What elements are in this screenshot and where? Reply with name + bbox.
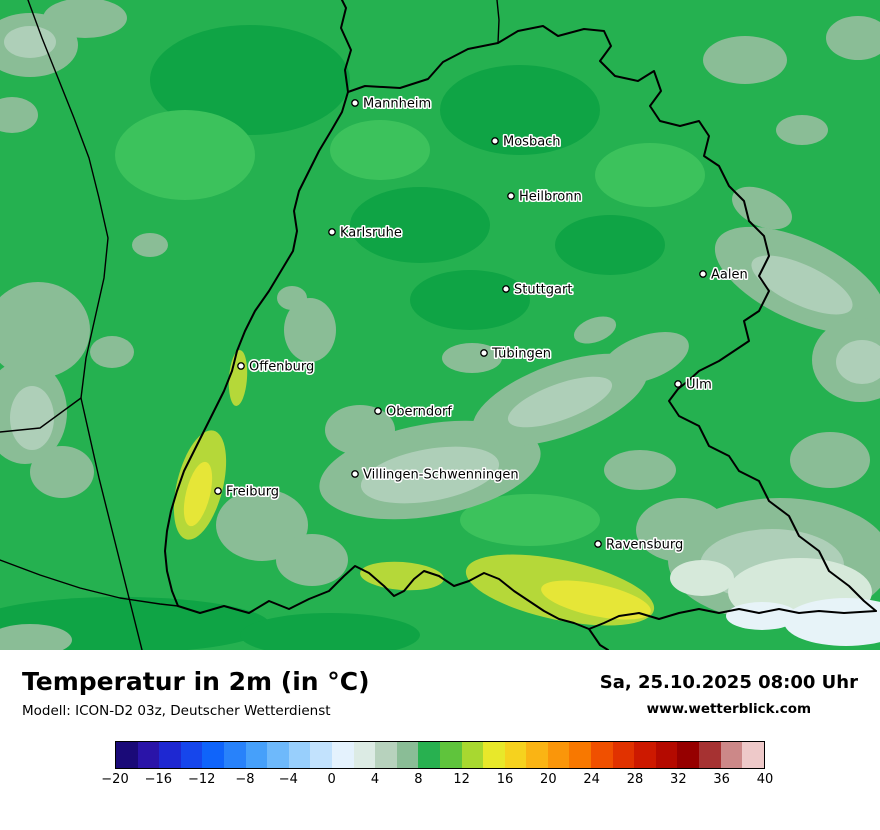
colorbar-segment xyxy=(612,741,635,768)
city-label: Villingen-Schwenningen xyxy=(363,468,519,483)
colorbar-tick: −16 xyxy=(144,771,173,787)
city-markers: Mannheim Mosbach Heilbronn Karlsruhe Stuttga… xyxy=(214,95,749,554)
colorbar-segment xyxy=(288,741,311,768)
border-lines xyxy=(0,0,877,650)
city-label: Ulm xyxy=(686,378,712,393)
colorbar-segment xyxy=(267,741,289,768)
colorbar-segment xyxy=(547,741,570,768)
city-label: Karlsruhe xyxy=(340,226,402,241)
city-marker-dot xyxy=(214,487,222,495)
colorbar-tick: 40 xyxy=(756,771,774,787)
forecast-datetime: Sa, 25.10.2025 08:00 Uhr xyxy=(599,672,858,693)
city-marker-dot xyxy=(491,137,499,145)
colorbar-tick: −20 xyxy=(101,771,129,787)
colorbar-tick: 24 xyxy=(583,771,600,787)
colorbar-tick: −4 xyxy=(278,771,298,787)
city-label: Tübingen xyxy=(491,347,551,362)
colorbar-segment xyxy=(504,741,527,768)
colorbar-segment xyxy=(569,741,592,768)
colorbar-segment xyxy=(699,741,721,768)
colorbar-tick: −12 xyxy=(187,771,216,787)
weather-map: Mannheim Mosbach Heilbronn Karlsruhe Stuttga… xyxy=(0,0,880,650)
city-marker-dot xyxy=(480,349,488,357)
city-label: Offenburg xyxy=(249,360,314,375)
colorbar-tick: 4 xyxy=(370,771,380,787)
colorbar-tick: 16 xyxy=(496,771,514,787)
city-marker-dot xyxy=(594,540,602,548)
colorbar-segment xyxy=(591,741,613,768)
colorbar-tick: 32 xyxy=(670,771,687,787)
colorbar-segment xyxy=(634,741,656,768)
colorbar-segment xyxy=(677,741,700,768)
city-marker-dot xyxy=(351,470,359,478)
city-marker-dot xyxy=(699,270,707,278)
colorbar-segment xyxy=(720,741,743,768)
colorbar-tick-labels: −20 −16 −12 −8 −4 0 4 8 12 16 20 24 28 32 36 40 xyxy=(101,771,773,790)
colorbar-segment xyxy=(396,741,419,768)
city-label: Mosbach xyxy=(503,135,561,150)
model-info: Modell: ICON-D2 03z, Deutscher Wetterdie… xyxy=(22,702,331,719)
city-label: Freiburg xyxy=(226,485,279,500)
city-label: Stuttgart xyxy=(514,283,572,298)
colorbar-tick: 28 xyxy=(626,771,644,787)
colorbar-tick: 12 xyxy=(453,771,470,787)
colorbar-segment xyxy=(375,741,397,768)
colorbar-segment xyxy=(137,741,160,768)
colorbar-segment xyxy=(116,741,138,768)
temperature-map-svg: Mannheim Mosbach Heilbronn Karlsruhe Stuttga… xyxy=(0,0,880,650)
city-label: Aalen xyxy=(711,268,748,283)
city-marker-dot xyxy=(674,380,682,388)
colorbar-segment xyxy=(159,741,181,768)
colorbar-tick: 36 xyxy=(713,771,730,787)
colorbar-segment xyxy=(180,741,203,768)
city-label: Heilbronn xyxy=(519,190,582,205)
city-label: Oberndorf xyxy=(386,405,452,420)
colorbar-segment xyxy=(461,741,484,768)
city-marker-dot xyxy=(502,285,510,293)
website-url: www.wetterblick.com xyxy=(646,701,812,717)
colorbar-segment xyxy=(483,741,505,768)
colorbar-segment xyxy=(439,741,462,768)
map-footer: Temperatur in 2m (in °C) Modell: ICON-D2… xyxy=(0,650,880,830)
city-label: Ravensburg xyxy=(606,538,683,553)
colorbar-segment xyxy=(655,741,678,768)
colorbar-segment xyxy=(418,741,440,768)
page-title: Temperatur in 2m (in °C) xyxy=(22,667,370,696)
city-marker-dot xyxy=(237,362,245,370)
city-marker-dot xyxy=(507,192,515,200)
colorbar-segment xyxy=(742,741,764,768)
colorbar-segment xyxy=(223,741,246,768)
city-marker-dot xyxy=(328,228,336,236)
colorbar-segment xyxy=(526,741,548,768)
colorbar-segment xyxy=(353,741,376,768)
colorbar-gradient xyxy=(115,740,765,769)
city-label: Mannheim xyxy=(363,97,431,112)
colorbar-tick: −8 xyxy=(235,771,255,787)
temperature-colorbar: −20 −16 −12 −8 −4 0 4 8 12 16 20 24 28 32 36 40 xyxy=(101,740,773,790)
colorbar-segment xyxy=(245,741,268,768)
colorbar-tick: 0 xyxy=(327,771,336,787)
city-marker-dot xyxy=(351,99,359,107)
colorbar-segment xyxy=(202,741,224,768)
colorbar-segment xyxy=(331,741,354,768)
colorbar-tick: 8 xyxy=(414,771,423,787)
colorbar-segment xyxy=(310,741,332,768)
city-marker-dot xyxy=(374,407,382,415)
temperature-field xyxy=(0,0,880,650)
colorbar-tick: 20 xyxy=(540,771,557,787)
